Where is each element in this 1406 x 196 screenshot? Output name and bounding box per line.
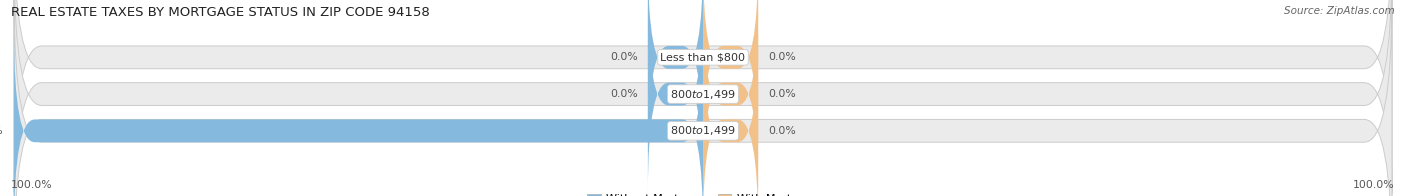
Text: 0.0%: 0.0% bbox=[769, 52, 796, 62]
FancyBboxPatch shape bbox=[14, 32, 703, 196]
Text: 100.0%: 100.0% bbox=[1353, 180, 1395, 190]
FancyBboxPatch shape bbox=[648, 0, 703, 193]
Legend: Without Mortgage, With Mortgage: Without Mortgage, With Mortgage bbox=[582, 189, 824, 196]
Text: REAL ESTATE TAXES BY MORTGAGE STATUS IN ZIP CODE 94158: REAL ESTATE TAXES BY MORTGAGE STATUS IN … bbox=[11, 6, 430, 19]
Text: Less than $800: Less than $800 bbox=[661, 52, 745, 62]
Text: Source: ZipAtlas.com: Source: ZipAtlas.com bbox=[1284, 6, 1395, 16]
Text: 0.0%: 0.0% bbox=[769, 126, 796, 136]
Text: 100.0%: 100.0% bbox=[0, 126, 4, 136]
Text: $800 to $1,499: $800 to $1,499 bbox=[671, 88, 735, 101]
Text: 0.0%: 0.0% bbox=[610, 89, 637, 99]
Text: $800 to $1,499: $800 to $1,499 bbox=[671, 124, 735, 137]
FancyBboxPatch shape bbox=[648, 0, 703, 156]
FancyBboxPatch shape bbox=[703, 32, 758, 196]
Text: 100.0%: 100.0% bbox=[11, 180, 53, 190]
FancyBboxPatch shape bbox=[14, 0, 1392, 193]
FancyBboxPatch shape bbox=[14, 0, 1392, 196]
FancyBboxPatch shape bbox=[703, 0, 758, 156]
Text: 0.0%: 0.0% bbox=[769, 89, 796, 99]
Text: 0.0%: 0.0% bbox=[610, 52, 637, 62]
FancyBboxPatch shape bbox=[703, 0, 758, 193]
FancyBboxPatch shape bbox=[14, 0, 1392, 196]
